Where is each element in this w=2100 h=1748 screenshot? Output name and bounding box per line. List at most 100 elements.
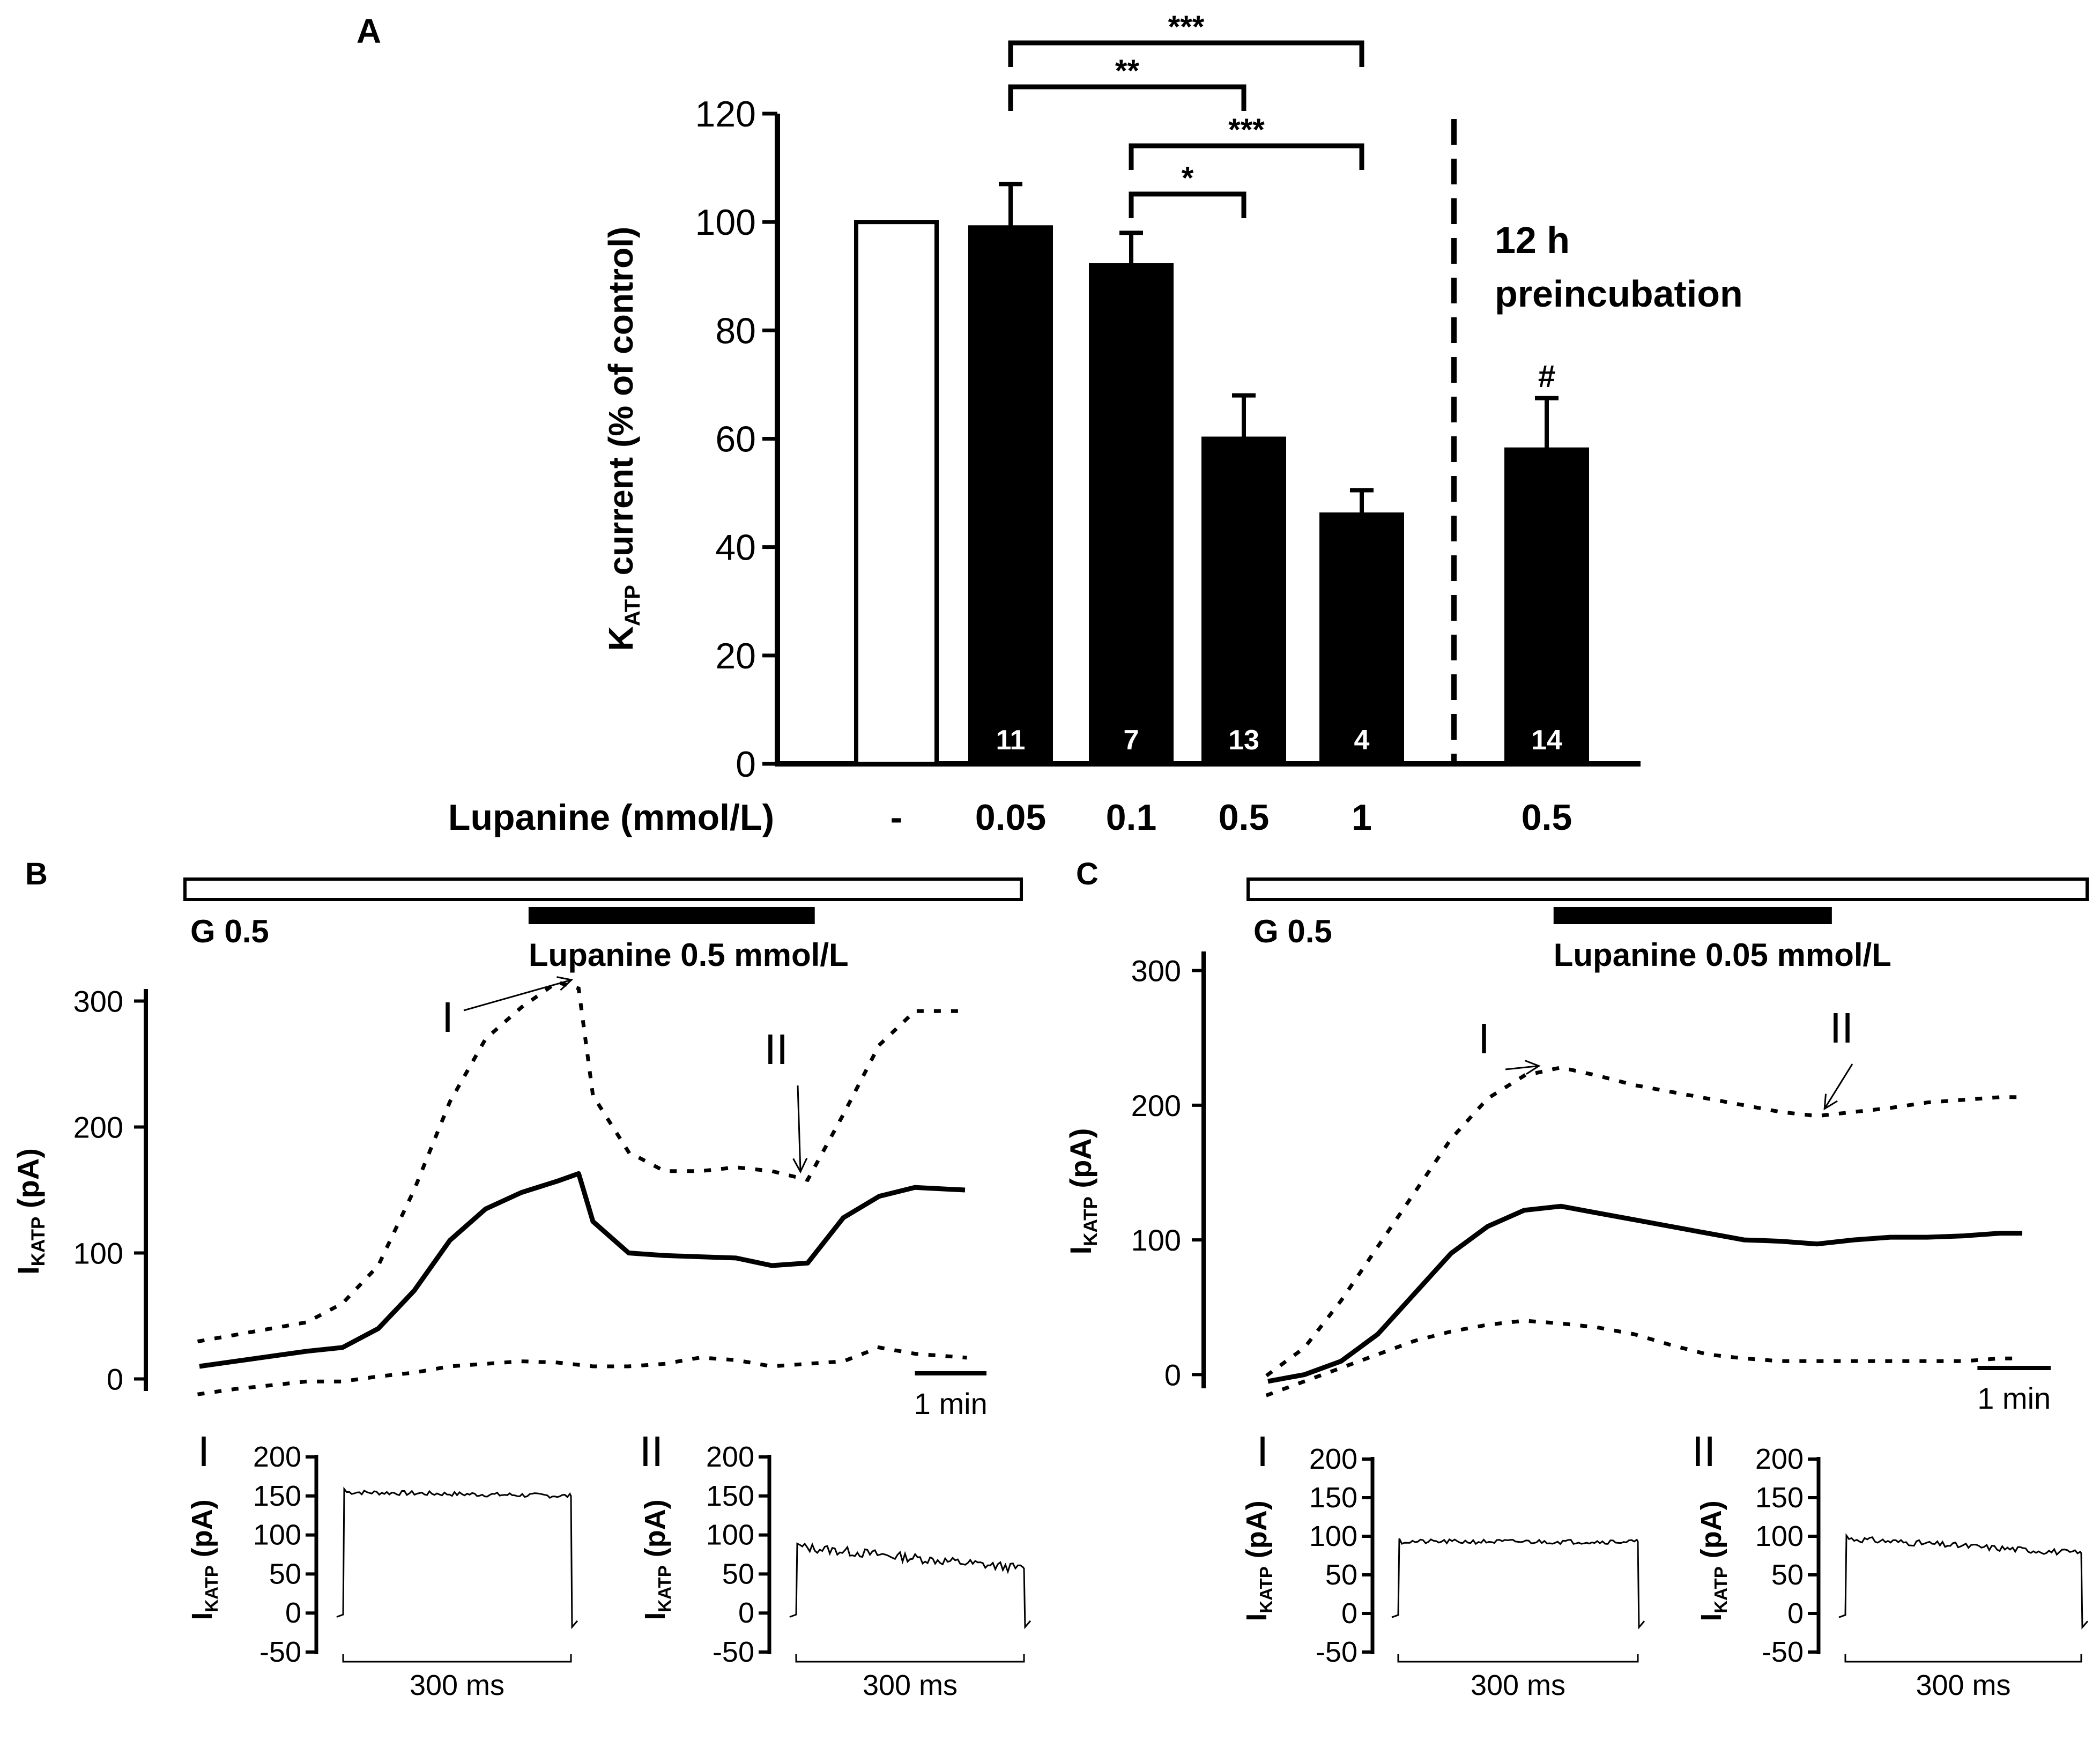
y-tick-label: 100 — [1755, 1520, 1804, 1552]
y-tick-label: 200 — [1755, 1443, 1804, 1475]
y-tick-label: 200 — [1309, 1443, 1357, 1475]
panel-a-label: A — [357, 12, 381, 50]
y-axis-title: IKATP (pA) — [1064, 1128, 1101, 1255]
data-bar — [1089, 263, 1174, 766]
glucose-label: G 0.5 — [190, 913, 269, 949]
time-scalebar-label: 1 min — [914, 1387, 988, 1420]
y-tick-label: -50 — [1316, 1636, 1357, 1668]
mean-trace — [199, 1171, 966, 1369]
drug-bar — [1553, 907, 1832, 924]
y-tick-label: 150 — [706, 1480, 754, 1512]
y-tick-label: 0 — [1787, 1597, 1804, 1630]
y-tick-label: -50 — [713, 1636, 754, 1668]
y-tick-label: 200 — [73, 1111, 123, 1144]
y-tick-label: 0 — [738, 1597, 754, 1629]
upper-sem-trace — [197, 980, 967, 1344]
mean-trace — [1267, 1203, 2022, 1384]
n-label: 11 — [996, 725, 1026, 756]
duration-label: 300 ms — [410, 1669, 504, 1701]
panel-c-trace-i: I -50 0 50 100 150 200 IKATP (pA) 300 ms — [1241, 1427, 1645, 1701]
marker-arrow — [1505, 1065, 1539, 1070]
significance-label: * — [1182, 161, 1194, 196]
y-tick-label: 50 — [1325, 1559, 1357, 1591]
marker-arrowhead — [1524, 1060, 1541, 1075]
data-bar — [1319, 512, 1404, 766]
y-tick-label: 150 — [1755, 1482, 1804, 1514]
trace-label: I — [1257, 1427, 1268, 1475]
glucose-bar — [183, 877, 1023, 901]
y-tick-label: 0 — [736, 744, 756, 785]
duration-label: 300 ms — [1471, 1669, 1565, 1701]
data-bar — [1504, 447, 1589, 766]
y-tick-label: 200 — [1131, 1089, 1181, 1122]
marker-arrowhead — [792, 1157, 808, 1174]
duration-label: 300 ms — [1916, 1669, 2010, 1701]
y-tick-label: 200 — [706, 1441, 754, 1473]
panel-c-time-course: C G 0.5 Lupanine 0.05 mmol/L 0 100 200 300 IKAT… — [1064, 857, 2089, 1415]
y-axis-title: IKATP (pA) — [11, 1148, 49, 1275]
duration-bracket — [795, 1654, 1025, 1663]
y-tick-label: 0 — [1164, 1358, 1181, 1392]
significance-bracket — [1008, 84, 1246, 111]
significance-bracket — [1008, 40, 1364, 67]
marker-arrow — [797, 1085, 802, 1172]
duration-bracket — [342, 1654, 572, 1663]
y-tick-label: 100 — [253, 1519, 301, 1551]
significance-bracket — [1129, 191, 1246, 218]
y-tick-label: -50 — [1762, 1636, 1804, 1668]
panel-c-trace-ii: II -50 0 50 100 150 200 IKATP (pA) 300 ms — [1692, 1427, 2089, 1701]
control-bar — [854, 220, 939, 766]
n-label: 14 — [1531, 725, 1562, 756]
y-axis-title: IKATP (pA) — [186, 1499, 221, 1620]
y-tick-label: 50 — [1771, 1559, 1804, 1591]
y-tick-label: 300 — [1131, 954, 1181, 988]
time-scalebar-label: 1 min — [1977, 1381, 2051, 1415]
y-tick-label: 150 — [1309, 1482, 1357, 1514]
y-tick-label: 20 — [715, 636, 756, 676]
y-tick-label: 80 — [715, 310, 756, 351]
marker-label: II — [765, 1025, 788, 1073]
drug-label: Lupanine 0.5 mmol/L — [529, 937, 849, 973]
preincubation-marker: # — [1538, 359, 1555, 394]
y-axis-title: IKATP (pA) — [639, 1499, 674, 1620]
marker-label: I — [1478, 1015, 1490, 1062]
significance-label: *** — [1228, 113, 1265, 147]
preincubation-text-line1: 12 h — [1495, 219, 1570, 261]
y-tick-label: 40 — [715, 527, 756, 568]
y-tick-label: 50 — [722, 1558, 754, 1590]
x-tick-label: 0.05 — [975, 797, 1046, 838]
panel-label: C — [1076, 857, 1099, 891]
x-tick-label: 1 — [1352, 797, 1372, 838]
panel-b-time-course: B G 0.5 Lupanine 0.5 mmol/L 0 100 200 300 IKATP… — [11, 857, 1023, 1420]
y-tick-label: 100 — [73, 1237, 123, 1270]
duration-label: 300 ms — [863, 1669, 958, 1701]
y-tick-label: 120 — [695, 94, 756, 135]
current-trace — [336, 1486, 578, 1630]
panel-b-trace-ii: II -50 0 50 100 150 200 IKATP (pA) 300 ms — [639, 1427, 1032, 1701]
x-tick-label: 0.5 — [1219, 797, 1270, 838]
x-tick-label: 0.1 — [1106, 797, 1157, 838]
n-label: 13 — [1228, 725, 1259, 756]
y-axis-title: IKATP (pA) — [1241, 1500, 1276, 1621]
n-label: 7 — [1124, 725, 1139, 756]
marker-arrowhead — [1823, 1094, 1838, 1111]
current-trace — [1391, 1538, 1645, 1630]
trace-label: II — [1692, 1427, 1716, 1475]
y-tick-label: 200 — [253, 1441, 301, 1473]
significance-label: ** — [1115, 54, 1140, 88]
duration-bracket — [1397, 1654, 1639, 1663]
preincubation-text-line2: preincubation — [1495, 273, 1743, 315]
y-tick-label: 100 — [1131, 1223, 1181, 1257]
y-tick-label: 0 — [285, 1597, 301, 1629]
trace-label: II — [640, 1427, 663, 1475]
marker-label: II — [1830, 1004, 1853, 1052]
y-tick-label: 0 — [1341, 1597, 1357, 1630]
marker-label: I — [442, 993, 454, 1041]
duration-bracket — [1844, 1654, 2082, 1663]
y-tick-label: 0 — [107, 1363, 123, 1396]
data-bar — [968, 225, 1053, 766]
n-label: 4 — [1354, 725, 1370, 756]
y-tick-label: 100 — [1309, 1520, 1357, 1552]
x-axis-title: Lupanine (mmol/L) — [448, 797, 774, 838]
